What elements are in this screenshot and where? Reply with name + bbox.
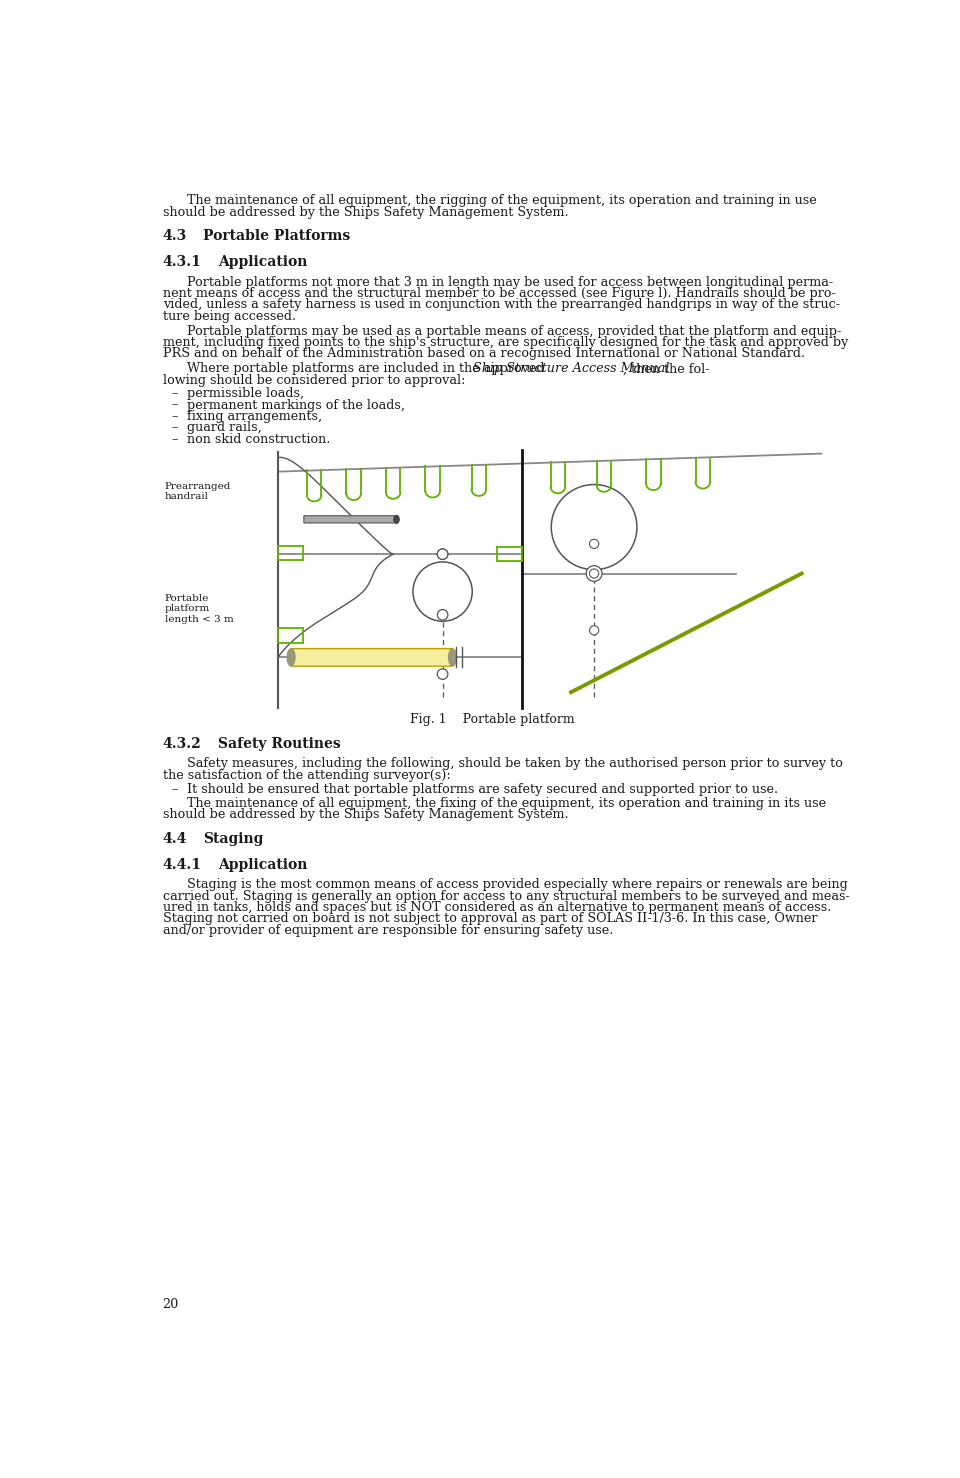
Text: ture being accessed.: ture being accessed. [162,310,296,322]
Circle shape [438,670,448,680]
Text: Ship Structure Access Manual: Ship Structure Access Manual [473,362,669,375]
Text: ment, including fixed points to the ship's structure, are specifically designed : ment, including fixed points to the ship… [162,336,848,349]
Text: non skid construction.: non skid construction. [187,433,331,446]
Text: fixing arrangements,: fixing arrangements, [187,409,323,423]
Text: 4.4.1: 4.4.1 [162,857,202,872]
Text: Staging is the most common means of access provided especially where repairs or : Staging is the most common means of acce… [187,878,849,891]
Text: lowing should be considered prior to approval:: lowing should be considered prior to app… [162,374,466,387]
Text: –: – [172,783,179,795]
Circle shape [438,548,448,559]
Text: –: – [172,399,179,411]
Text: –: – [172,387,179,401]
Ellipse shape [287,649,295,665]
Text: , then the fol-: , then the fol- [623,362,709,375]
Text: Portable: Portable [165,594,209,603]
Text: guard rails,: guard rails, [187,421,262,435]
Text: should be addressed by the Ships Safety Management System.: should be addressed by the Ships Safety … [162,205,568,219]
Text: Portable platforms may be used as a portable means of access, provided that the : Portable platforms may be used as a port… [187,325,842,337]
Text: ured in tanks, holds and spaces but is NOT considered as an alternative to perma: ured in tanks, holds and spaces but is N… [162,902,831,913]
Text: Safety measures, including the following, should be taken by the authorised pers: Safety measures, including the following… [187,757,843,770]
FancyBboxPatch shape [304,516,396,523]
Text: handrail: handrail [165,492,209,501]
Text: 4.3.2: 4.3.2 [162,736,202,751]
Text: It should be ensured that portable platforms are safety secured and supported pr: It should be ensured that portable platf… [187,783,779,795]
Text: The maintenance of all equipment, the rigging of the equipment, its operation an: The maintenance of all equipment, the ri… [187,194,817,207]
Text: 4.3.1: 4.3.1 [162,256,202,269]
Text: 4.3: 4.3 [162,229,187,244]
Text: 20: 20 [162,1299,179,1311]
Ellipse shape [413,562,472,621]
Text: permanent markings of the loads,: permanent markings of the loads, [187,399,405,411]
Text: nent means of access and the structural member to be accessed (see Figure l). Ha: nent means of access and the structural … [162,287,835,300]
Text: Portable platforms not more that 3 m in length may be used for access between lo: Portable platforms not more that 3 m in … [187,275,833,288]
Text: Where portable platforms are included in the approved: Where portable platforms are included in… [187,362,549,375]
FancyBboxPatch shape [291,649,453,667]
Text: the satisfaction of the attending surveyor(s):: the satisfaction of the attending survey… [162,769,450,782]
Circle shape [589,569,599,578]
Text: Application: Application [219,857,308,872]
Text: PRS and on behalf of the Administration based on a recognised International or N: PRS and on behalf of the Administration … [162,347,804,361]
Circle shape [551,485,636,569]
Text: vided, unless a safety harness is used in conjunction with the prearranged handg: vided, unless a safety harness is used i… [162,299,840,312]
Text: Staging not carried on board is not subject to approval as part of SOLAS II-1/3-: Staging not carried on board is not subj… [162,912,817,925]
Text: length < 3 m: length < 3 m [165,615,233,624]
Text: The maintenance of all equipment, the fixing of the equipment, its operation and: The maintenance of all equipment, the fi… [187,797,827,810]
Text: and/or provider of equipment are responsible for ensuring safety use.: and/or provider of equipment are respons… [162,924,613,937]
Text: Application: Application [219,256,308,269]
Text: –: – [172,409,179,423]
Text: Portable Platforms: Portable Platforms [203,229,350,244]
Circle shape [589,539,599,548]
Text: should be addressed by the Ships Safety Management System.: should be addressed by the Ships Safety … [162,808,568,822]
Text: carried out. Staging is generally an option for access to any structural members: carried out. Staging is generally an opt… [162,890,850,903]
Circle shape [438,548,448,559]
Ellipse shape [448,649,456,665]
Text: Safety Routines: Safety Routines [219,736,341,751]
Circle shape [438,609,448,621]
Text: Fig. 1    Portable platform: Fig. 1 Portable platform [410,712,574,726]
Text: platform: platform [165,605,210,613]
Text: –: – [172,421,179,435]
Circle shape [589,625,599,636]
Text: –: – [172,433,179,446]
Text: Prearranged: Prearranged [165,482,231,491]
Text: 4.4: 4.4 [162,832,187,845]
Text: permissible loads,: permissible loads, [187,387,304,401]
Text: Staging: Staging [203,832,263,845]
Ellipse shape [394,516,399,523]
Circle shape [587,566,602,581]
